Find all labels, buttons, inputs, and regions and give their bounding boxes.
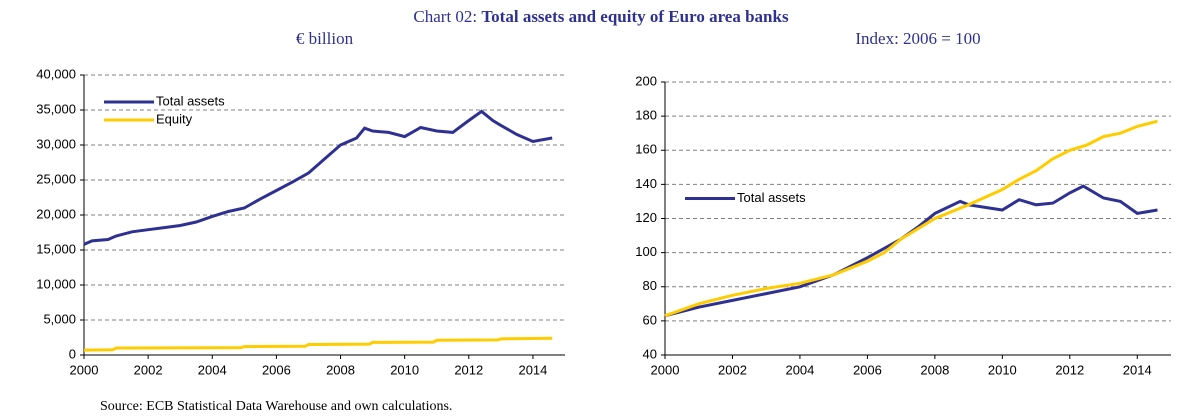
data-line	[83, 336, 553, 352]
y-tick-label: 40,000	[36, 66, 76, 81]
title-main: Total assets and equity of Euro area ban…	[481, 7, 789, 26]
x-tick-label: 2014	[518, 362, 547, 377]
data-line	[664, 184, 1158, 318]
y-tick-label: 10,000	[36, 276, 76, 291]
x-tick-label: 2012	[454, 362, 483, 377]
x-tick-label: 2010	[988, 362, 1017, 377]
x-tick-label: 2004	[198, 362, 227, 377]
y-tick-label: 100	[635, 244, 657, 259]
x-tick-label: 2000	[70, 362, 99, 377]
y-tick-label: 160	[635, 142, 657, 157]
x-tick-label: 2006	[853, 362, 882, 377]
source-note: Source: ECB Statistical Data Warehouse a…	[100, 399, 452, 414]
x-tick-label: 2012	[1055, 362, 1084, 377]
y-tick-label: 200	[635, 73, 657, 88]
x-tick-label: 2010	[390, 362, 419, 377]
y-tick-label: 80	[643, 278, 657, 293]
title-prefix: Chart 02:	[413, 7, 477, 26]
legend-label: Total assets	[156, 93, 225, 108]
y-tick-label: 25,000	[36, 171, 76, 186]
chart-title: Chart 02: Total assets and equity of Eur…	[413, 7, 789, 26]
data-line	[83, 109, 553, 246]
y-tick-label: 60	[643, 312, 657, 327]
y-tick-label: 30,000	[36, 136, 76, 151]
x-tick-label: 2004	[785, 362, 814, 377]
y-tick-label: 120	[635, 210, 657, 225]
x-tick-label: 2008	[326, 362, 355, 377]
y-tick-label: 180	[635, 108, 657, 123]
x-tick-label: 2002	[134, 362, 163, 377]
legend-label: Equity	[156, 111, 193, 126]
x-tick-label: 2002	[718, 362, 747, 377]
y-tick-label: 5,000	[43, 311, 76, 326]
y-tick-label: 15,000	[36, 241, 76, 256]
x-tick-label: 2014	[1123, 362, 1152, 377]
x-tick-label: 2006	[262, 362, 291, 377]
y-tick-label: 40	[643, 346, 657, 361]
x-tick-label: 2000	[651, 362, 680, 377]
subtitle: Index: 2006 = 100	[855, 29, 980, 48]
subtitle: € billion	[296, 29, 354, 48]
y-tick-label: 20,000	[36, 206, 76, 221]
y-tick-label: 0	[69, 346, 76, 361]
data-line	[664, 119, 1158, 318]
x-tick-label: 2008	[920, 362, 949, 377]
y-tick-label: 35,000	[36, 101, 76, 116]
y-tick-label: 140	[635, 176, 657, 191]
legend-label: Total assets	[737, 190, 806, 205]
